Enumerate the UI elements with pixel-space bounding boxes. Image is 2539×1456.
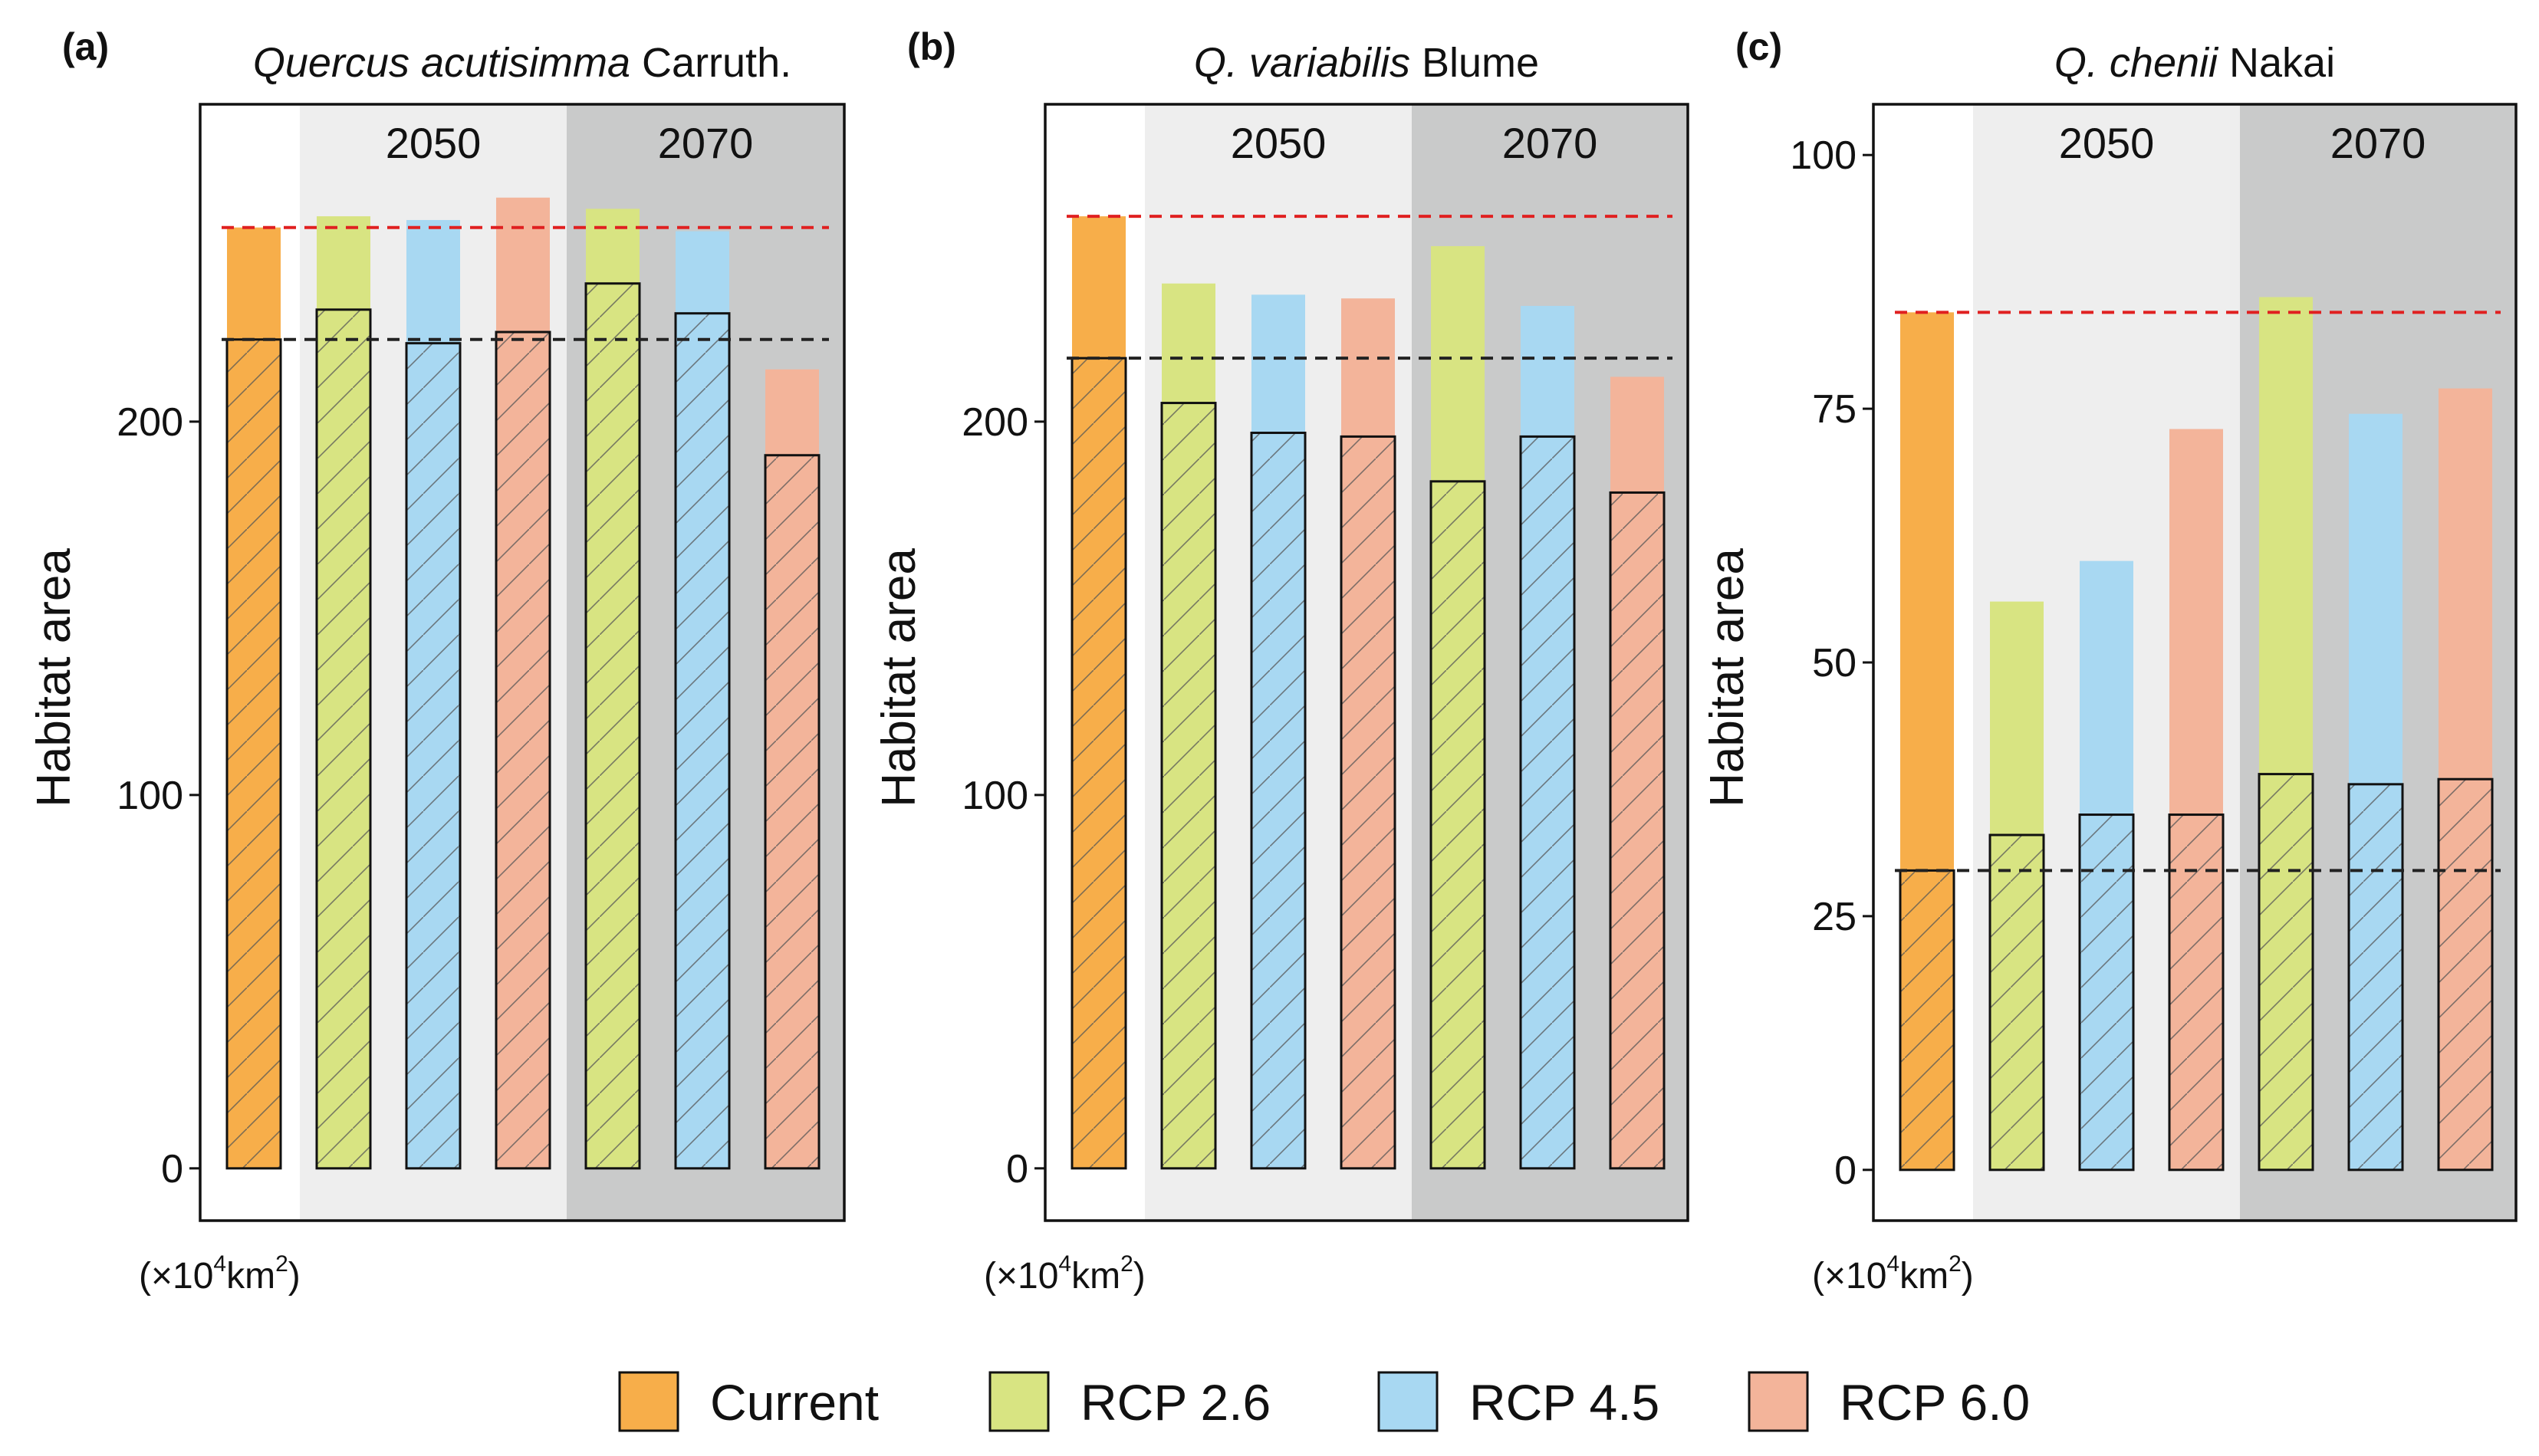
- bar-retained-4: [1340, 435, 1396, 1170]
- legend: Current RCP 2.6 RCP 4.5 RCP 6.0: [618, 1371, 2030, 1432]
- period-label-2050: 2050: [1231, 119, 1327, 167]
- bar-retained-1: [1899, 869, 1955, 1172]
- bar-retained-2: [1160, 402, 1217, 1170]
- period-label-2070: 2070: [658, 119, 754, 167]
- legend-label: RCP 6.0: [1840, 1374, 2030, 1431]
- unit-label: (×104km2): [139, 1251, 301, 1297]
- y-tick-label: 200: [117, 400, 183, 445]
- legend-item-2: RCP 2.6: [988, 1371, 1271, 1432]
- legend-label: RCP 4.5: [1469, 1374, 1659, 1431]
- plot-frame: [1044, 103, 1689, 1222]
- bar-retained-5: [584, 282, 641, 1170]
- y-tick-label: 0: [1006, 1147, 1028, 1191]
- period-label-2050: 2050: [386, 119, 482, 167]
- legend-swatch: [1748, 1371, 1809, 1432]
- legend-item-1: Current: [618, 1371, 879, 1432]
- y-tick-label: 100: [117, 774, 183, 818]
- legend-item-3: RCP 4.5: [1377, 1371, 1659, 1432]
- legend-item-4: RCP 6.0: [1748, 1371, 2030, 1432]
- legend-label: RCP 2.6: [1080, 1374, 1271, 1431]
- unit-label: (×104km2): [1812, 1251, 1974, 1297]
- bar-retained-1: [225, 338, 282, 1170]
- bar-retained-1: [1071, 357, 1127, 1170]
- y-tick-label: 25: [1812, 895, 1857, 939]
- panels: 2050 2070 0 100 200 Habitat area (×104km2) (a) Q…: [28, 25, 2518, 1297]
- panel-tag: (c): [1735, 25, 1782, 68]
- unit-label: (×104km2): [984, 1251, 1146, 1297]
- legend-label: Current: [710, 1374, 879, 1431]
- panel-title: Q. chenii Nakai: [2054, 40, 2335, 86]
- panel-title: Quercus acutisimma Carruth.: [253, 40, 791, 86]
- bar-retained-5: [1429, 480, 1486, 1170]
- panel-tag: (b): [907, 25, 956, 68]
- y-axis-label: Habitat area: [28, 548, 81, 807]
- legend-swatch: [1377, 1371, 1439, 1432]
- y-axis-label: Habitat area: [1701, 548, 1754, 807]
- panel-title: Q. variabilis Blume: [1194, 40, 1539, 86]
- bar-retained-3: [405, 342, 462, 1170]
- panel-1: 2050 2070 0 100 200 Habitat area (×104km2) (a) Q…: [28, 25, 846, 1297]
- legend-swatch: [618, 1371, 679, 1432]
- y-axis-label: Habitat area: [873, 548, 926, 807]
- y-tick-label: 100: [1790, 133, 1857, 178]
- bar-retained-6: [1519, 435, 1576, 1170]
- legend-swatch: [988, 1371, 1050, 1432]
- y-tick-label: 100: [962, 774, 1028, 818]
- bar-retained-3: [1250, 432, 1307, 1170]
- y-tick-label: 0: [1834, 1149, 1857, 1193]
- y-tick-label: 50: [1812, 641, 1857, 685]
- bar-retained-5: [2258, 773, 2314, 1172]
- bar-retained-7: [764, 454, 821, 1170]
- panel-2: 2050 2070 0 100 200 Habitat area (×104km2) (b) Q…: [873, 25, 1689, 1297]
- panel-3: 2050 2070 0 25 50 75 100 Habitat area (×104km2) (…: [1701, 25, 2518, 1297]
- bar-retained-4: [495, 330, 551, 1170]
- y-tick-label: 200: [962, 400, 1028, 445]
- bar-retained-2: [315, 308, 372, 1170]
- period-label-2070: 2070: [1502, 119, 1598, 167]
- y-tick-label: 75: [1812, 387, 1857, 432]
- y-tick-label: 0: [161, 1147, 183, 1191]
- bar-retained-3: [2078, 813, 2135, 1172]
- period-label-2050: 2050: [2059, 119, 2155, 167]
- bar-retained-4: [2168, 813, 2225, 1172]
- bar-retained-6: [674, 312, 731, 1170]
- bar-retained-7: [1609, 491, 1666, 1170]
- bar-retained-2: [1988, 833, 2045, 1172]
- panel-tag: (a): [62, 25, 109, 68]
- period-label-2070: 2070: [2330, 119, 2426, 167]
- bar-retained-6: [2347, 783, 2404, 1172]
- bar-retained-7: [2437, 777, 2494, 1172]
- plot-frame: [199, 103, 846, 1222]
